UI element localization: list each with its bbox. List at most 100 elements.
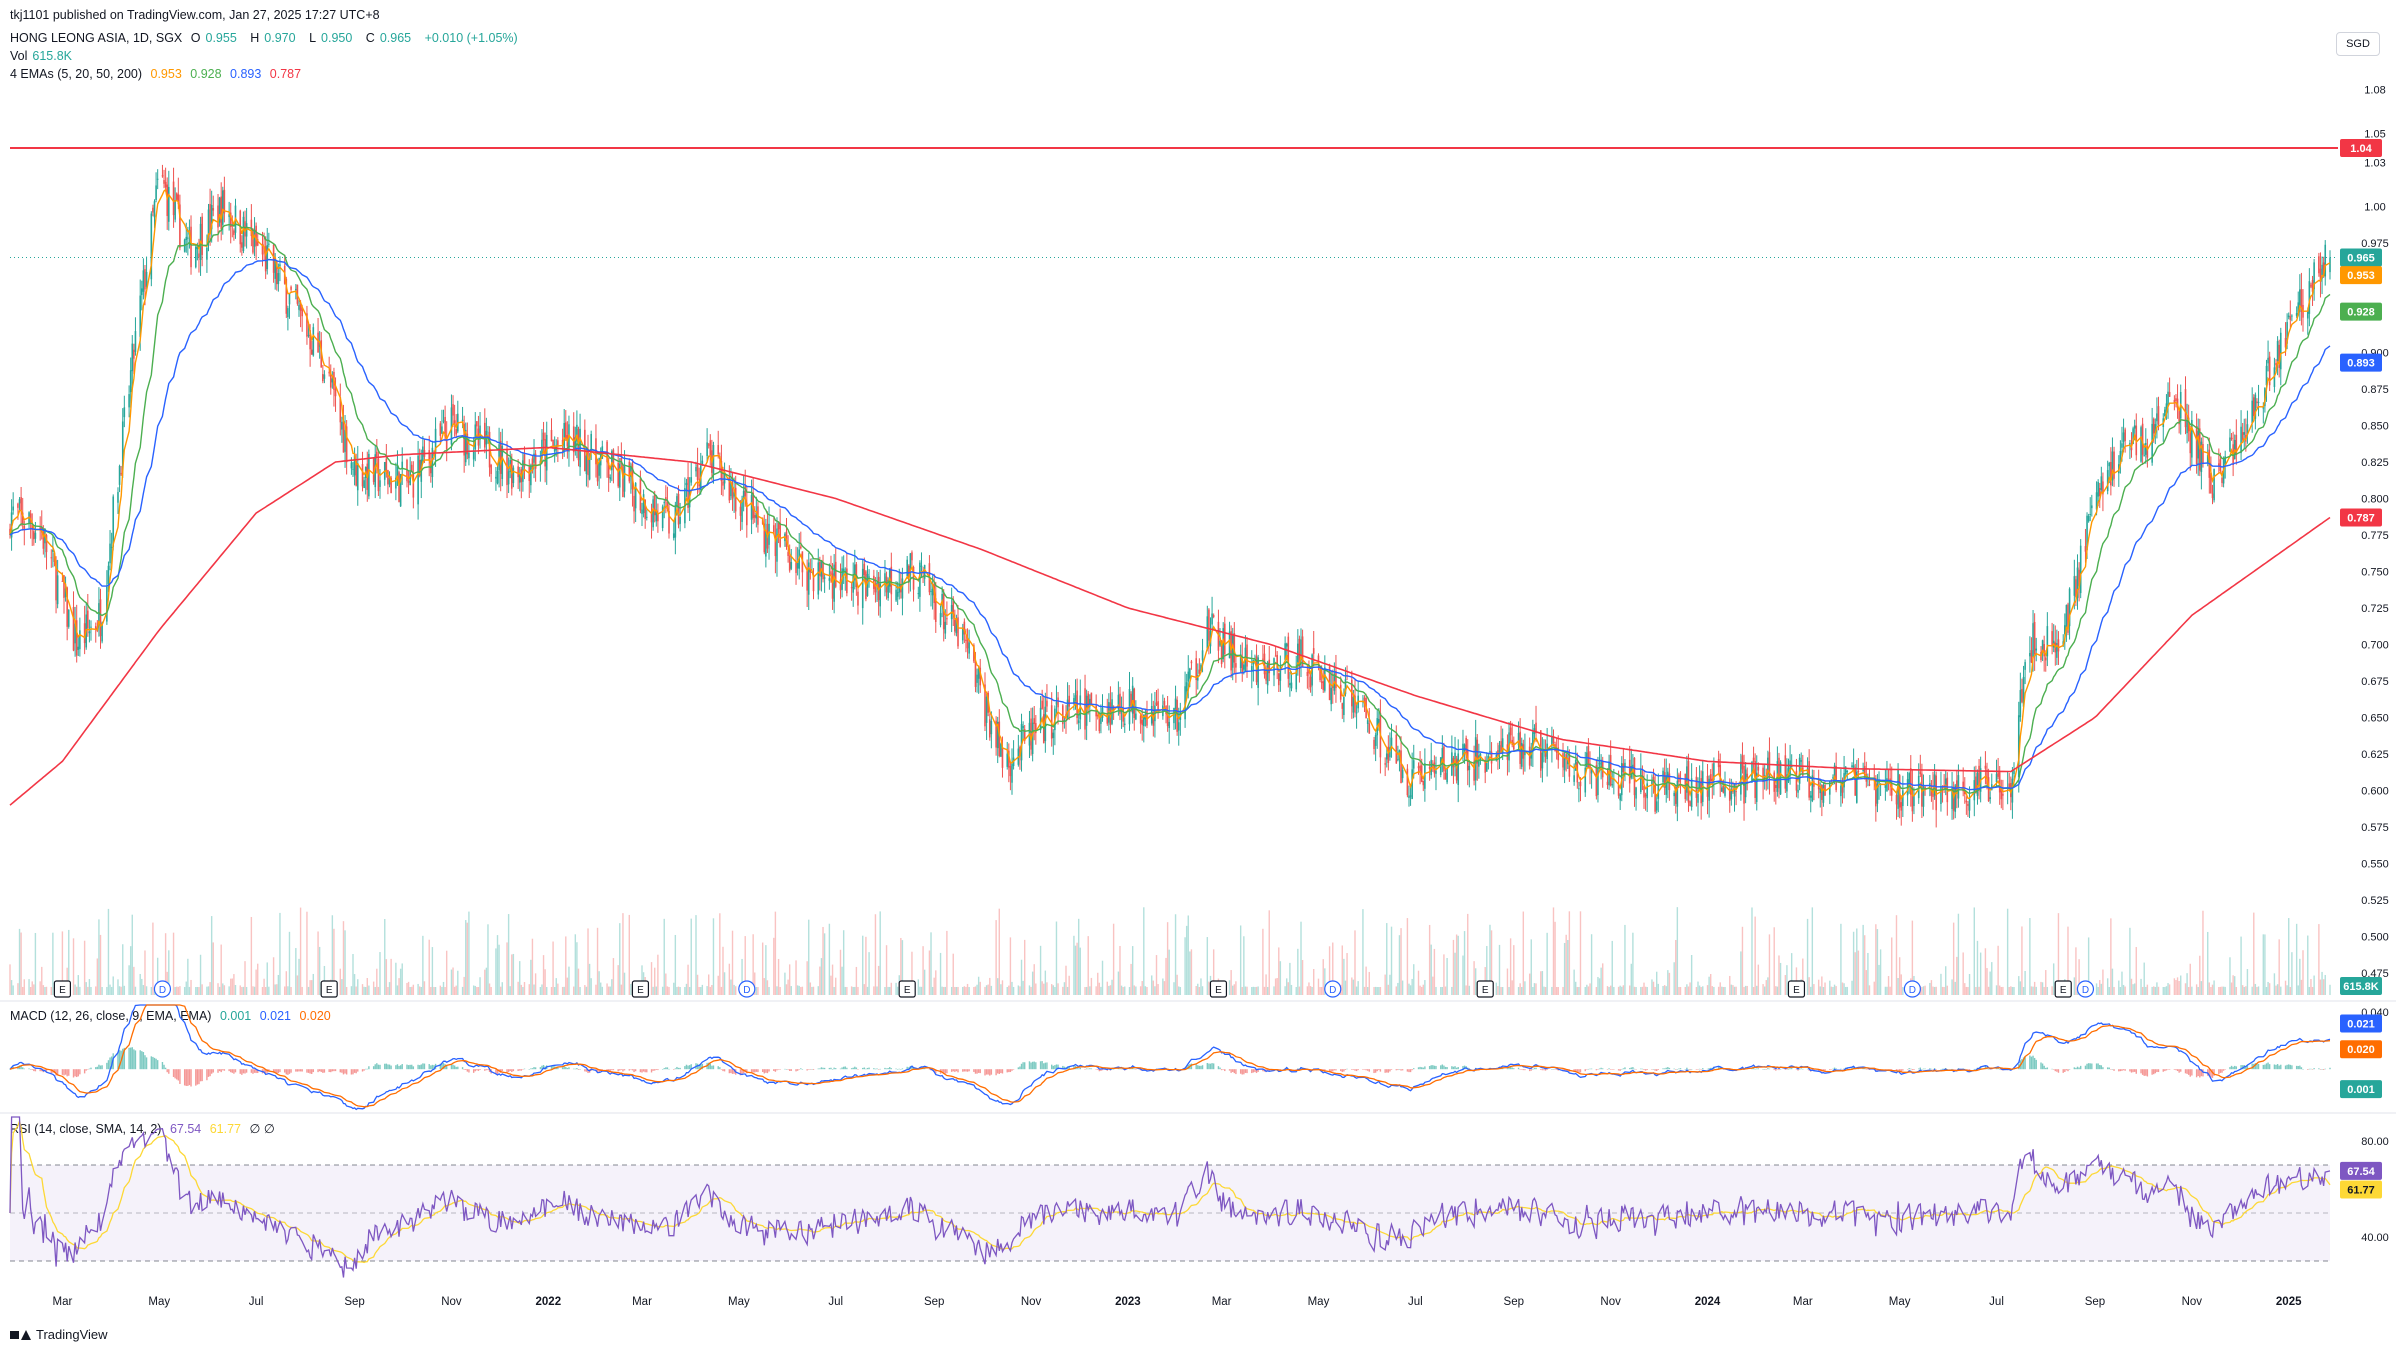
macd-hist-bar (1806, 1068, 1809, 1070)
volume-bar (1678, 986, 1680, 995)
macd-hist-bar (1795, 1069, 1798, 1070)
macd-hist-bar (1041, 1061, 1043, 1070)
volume-bar (550, 986, 553, 995)
macd-hist-bar (1835, 1068, 1837, 1070)
macd-hist-bar (1068, 1066, 1070, 1070)
candle-body (228, 214, 230, 218)
macd-hist-bar (576, 1068, 578, 1070)
ema-legend[interactable]: 4 EMAs (5, 20, 50, 200) 0.953 0.928 0.89… (10, 67, 302, 81)
macd-hist-bar (596, 1069, 599, 1073)
macd-hist-bar (573, 1068, 575, 1070)
macd-hist-bar (1232, 1069, 1234, 1072)
macd-hist-bar (768, 1069, 770, 1072)
volume-bar (2119, 986, 2122, 995)
volume-bar (1511, 980, 1513, 995)
macd-hist-bar (1009, 1069, 1012, 1073)
macd-hist-bar (1511, 1067, 1513, 1070)
volume-bar (2256, 986, 2258, 995)
candle-body (906, 559, 908, 577)
volume-bar (253, 986, 256, 995)
macd-hist-bar (2289, 1064, 2292, 1070)
volume-bar (1810, 986, 1812, 995)
volume-bar (1640, 986, 1642, 995)
candle-body (1231, 635, 1234, 668)
candle-body (1389, 747, 1391, 758)
candle-body (1652, 776, 1655, 783)
volume-bar (796, 985, 799, 995)
volume-bar (2276, 984, 2279, 995)
candle-body (1112, 706, 1115, 711)
macd-hist-bar (176, 1069, 178, 1080)
volume-bar (1621, 986, 1623, 995)
volume-bar (207, 986, 210, 995)
candle-body (965, 639, 967, 642)
volume-bar (1409, 985, 1412, 995)
volume-bar (1157, 984, 1159, 995)
macd-hist-bar (1454, 1066, 1456, 1070)
macd-hist-bar (431, 1064, 434, 1070)
macd-hist-bar (1362, 1069, 1364, 1070)
macd-hist-bar (1089, 1068, 1091, 1070)
candle-body (376, 451, 378, 458)
macd-hist-bar (542, 1064, 545, 1070)
macd-hist-bar (2254, 1063, 2257, 1070)
candle-body (1628, 759, 1631, 784)
macd-legend[interactable]: MACD (12, 26, close, 9, EMA, EMA) 0.001 … (10, 1009, 331, 1023)
volume-bar (1657, 983, 1659, 995)
volume-bar (939, 952, 942, 995)
volume-bar (2202, 910, 2204, 995)
macd-hist-bar (334, 1069, 337, 1072)
candle-body (52, 549, 54, 552)
candle-body (533, 453, 535, 463)
macd-hist-bar (2175, 1069, 2177, 1071)
macd-hist-bar (233, 1069, 235, 1074)
volume-bar (2286, 985, 2288, 995)
time-tick-label: Nov (1021, 1296, 1042, 1308)
volume-bar (1751, 907, 1753, 995)
macd-hist-bar (634, 1069, 637, 1072)
volume-bar (2213, 980, 2215, 995)
volume-bar (233, 974, 235, 995)
macd-hist-bar (2089, 1063, 2091, 1070)
volume-bar (1817, 979, 1820, 995)
volume-bar (954, 986, 956, 995)
event-marker-label: D (2082, 985, 2089, 996)
rsi-legend[interactable]: RSI (14, close, SMA, 14, 2) 67.54 61.77 … (10, 1122, 275, 1136)
dividend-marker (2076, 980, 2095, 998)
rsi-band (10, 1165, 2330, 1261)
macd-hist-bar (833, 1067, 835, 1070)
candle-body (806, 570, 808, 591)
symbol-name[interactable]: HONG LEONG ASIA, 1D, SGX (10, 31, 183, 45)
macd-hist-bar (946, 1069, 948, 1074)
macd-hist-bar (612, 1069, 615, 1071)
volume-bar (1162, 978, 1164, 995)
candle-body (88, 631, 91, 634)
macd-hist-bar (2056, 1069, 2058, 1072)
macd-hist-bar (210, 1069, 213, 1074)
macd-hist-bar (1333, 1069, 1336, 1071)
volume-bar (2122, 984, 2125, 995)
macd-hist-bar (1351, 1069, 1353, 1070)
candle-body (663, 502, 666, 504)
earnings-marker (1476, 980, 1494, 998)
candle-body (2098, 488, 2101, 497)
volume-bar (1054, 986, 1056, 995)
macd-hist-bar (217, 1069, 219, 1073)
candle-body (1096, 714, 1099, 717)
candle-body (1968, 798, 1971, 811)
macd-hist-bar (995, 1069, 997, 1076)
macd-hist-bar (819, 1068, 821, 1070)
rsi-line (9, 1116, 2331, 1278)
volume-bar (1544, 987, 1547, 995)
macd-hist-bar (808, 1069, 810, 1070)
volume-legend[interactable]: Vol 615.8K (10, 49, 73, 63)
macd-hist-bar (45, 1069, 48, 1073)
currency-button[interactable]: SGD (2336, 32, 2380, 56)
volume-bar (977, 976, 980, 995)
macd-hist-bar (1922, 1068, 1925, 1070)
volume-bar (1763, 986, 1766, 995)
candle-body (1185, 682, 1188, 692)
volume-bar (1411, 978, 1413, 995)
macd-hist-bar (2230, 1065, 2233, 1070)
